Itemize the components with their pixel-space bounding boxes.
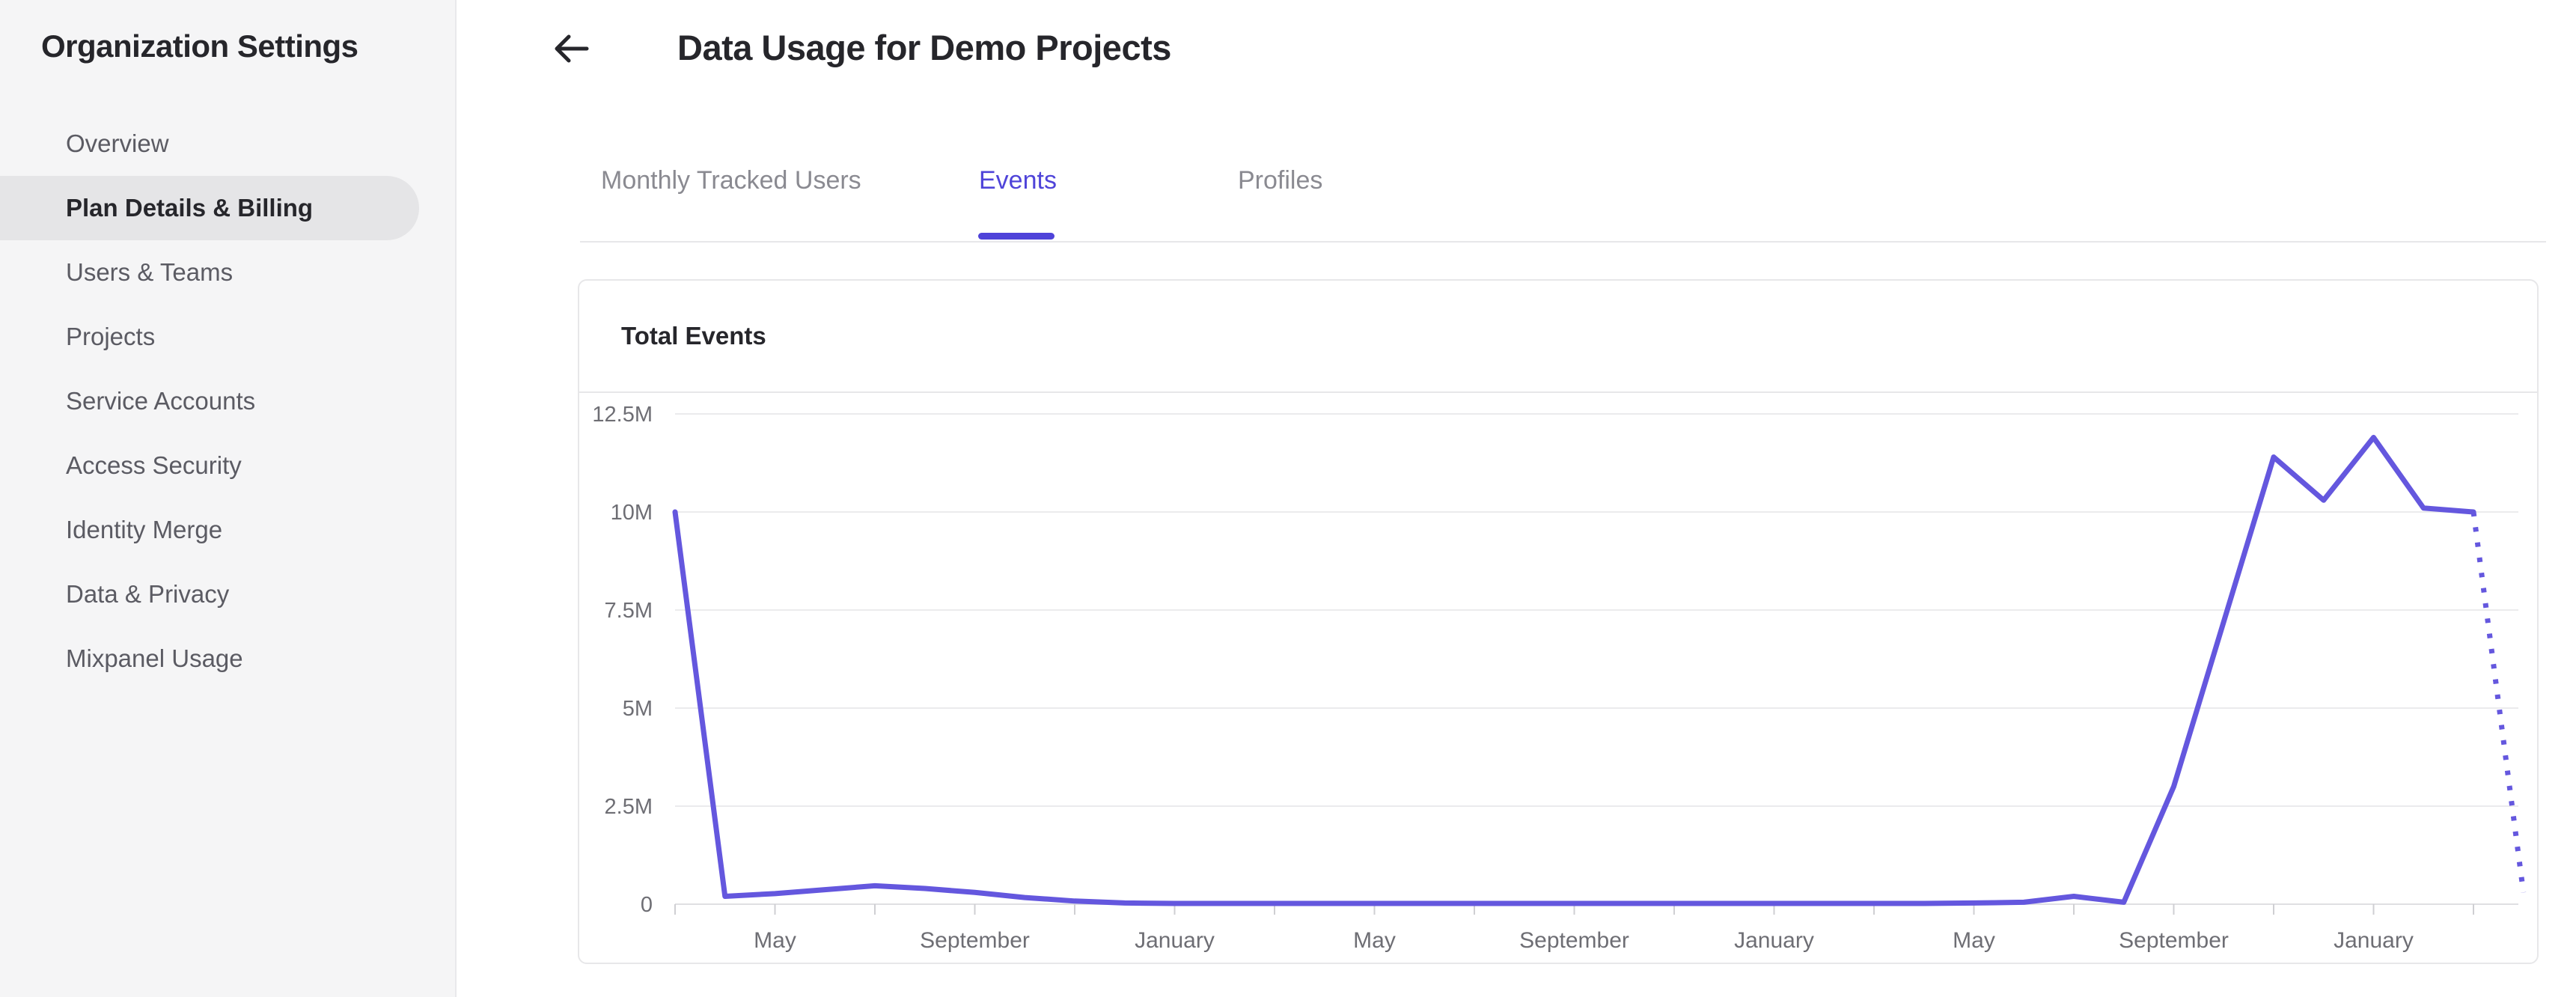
svg-text:September: September	[920, 928, 1030, 953]
svg-text:January: January	[1135, 928, 1215, 953]
main-content: Data Usage for Demo Projects Monthly Tra…	[458, 0, 2576, 997]
svg-text:0: 0	[641, 893, 653, 917]
svg-text:7.5M: 7.5M	[605, 599, 653, 623]
svg-text:May: May	[1353, 928, 1396, 953]
back-arrow-icon	[549, 34, 594, 73]
svg-text:12.5M: 12.5M	[592, 403, 653, 427]
card-title: Total Events	[621, 322, 766, 350]
card-header: Total Events	[579, 281, 2537, 393]
svg-text:September: September	[2119, 928, 2229, 953]
sidebar-item-access-security[interactable]: Access Security	[66, 451, 242, 479]
page-title: Data Usage for Demo Projects	[677, 28, 1171, 67]
tab-monthly-tracked-users[interactable]: Monthly Tracked Users	[601, 166, 861, 195]
chart-area: 12.5M 10M 7.5M 5M 2.5M 0 May September January Ma…	[579, 394, 2537, 963]
svg-text:May: May	[1953, 928, 1995, 953]
sidebar-item-plan-details-billing[interactable]: Plan Details & Billing	[0, 176, 419, 240]
sidebar-item-data-privacy[interactable]: Data & Privacy	[66, 580, 230, 608]
total-events-card: Total Events 12.5M 10M 7.5M 5M 2.5M 0 May Septe…	[578, 279, 2539, 964]
svg-text:September: September	[1519, 928, 1629, 953]
sidebar-nav: Overview Plan Details & Billing Users & Te…	[0, 112, 455, 691]
sidebar-item-users-teams[interactable]: Users & Teams	[66, 258, 234, 286]
svg-text:January: January	[2334, 928, 2414, 953]
sidebar-item-identity-merge[interactable]: Identity Merge	[66, 516, 223, 543]
back-button[interactable]	[548, 25, 596, 73]
sidebar-item-mixpanel-usage[interactable]: Mixpanel Usage	[66, 644, 243, 672]
sidebar-item-overview[interactable]: Overview	[66, 129, 169, 157]
total-events-line-chart[interactable]: 12.5M 10M 7.5M 5M 2.5M 0 May September January Ma…	[579, 394, 2537, 963]
svg-text:January: January	[1734, 928, 1814, 953]
svg-text:10M: 10M	[611, 501, 653, 525]
sidebar-item-service-accounts[interactable]: Service Accounts	[66, 387, 256, 415]
tab-profiles[interactable]: Profiles	[1238, 166, 1323, 195]
svg-text:May: May	[754, 928, 796, 953]
svg-text:5M: 5M	[623, 697, 653, 721]
tab-events[interactable]: Events	[979, 166, 1057, 195]
organization-settings-sidebar: Organization Settings Overview Plan Detai…	[0, 0, 457, 997]
tabs-divider	[580, 241, 2546, 243]
sidebar-title: Organization Settings	[41, 28, 358, 64]
active-tab-indicator	[978, 233, 1054, 240]
sidebar-item-projects[interactable]: Projects	[66, 323, 156, 350]
svg-text:2.5M: 2.5M	[605, 795, 653, 819]
